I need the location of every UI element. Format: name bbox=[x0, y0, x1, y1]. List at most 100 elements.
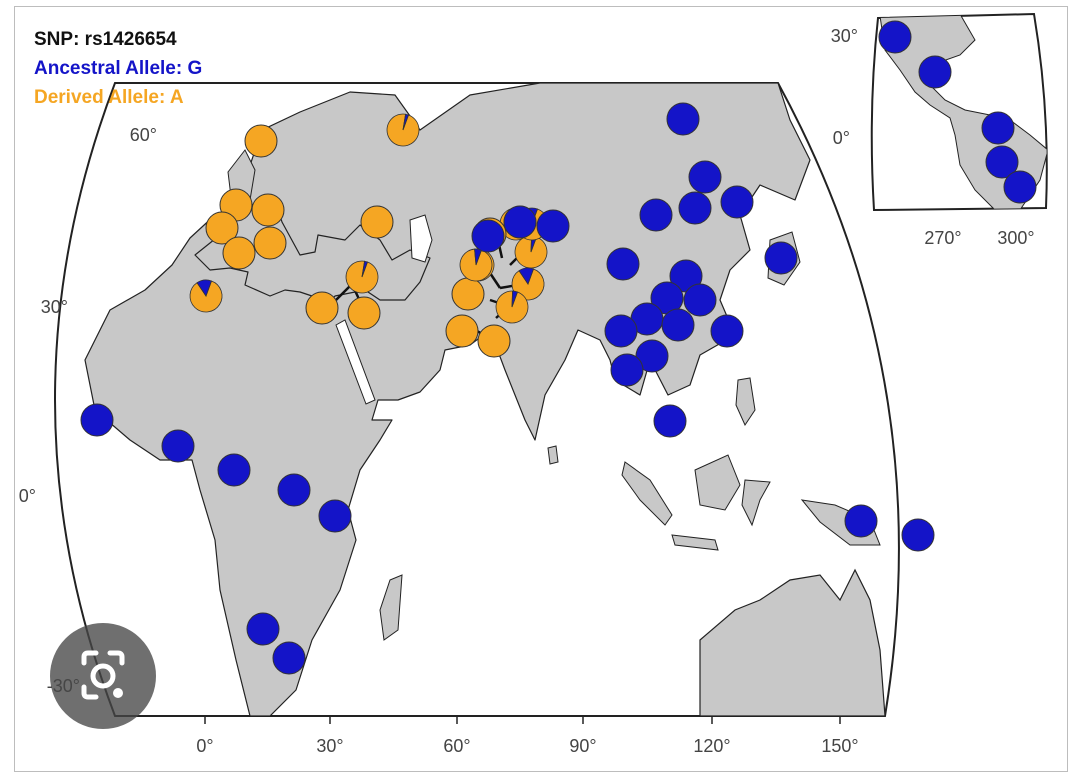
pie-ancestral-full bbox=[981, 111, 1015, 145]
population-pie-africa bbox=[277, 473, 311, 507]
population-pie-east-asia bbox=[610, 353, 644, 387]
population-pie-oceania bbox=[901, 518, 935, 552]
pie-ancestral-full bbox=[844, 504, 878, 538]
population-pie-europe bbox=[244, 124, 278, 158]
legend-derived: Derived Allele: A bbox=[34, 87, 184, 108]
population-pie-europe bbox=[386, 113, 420, 147]
inset-lon-label-270: 270° bbox=[924, 228, 961, 248]
population-pie-central-south-asia bbox=[451, 277, 485, 311]
pie-ancestral-full bbox=[217, 453, 251, 487]
pie-derived-full bbox=[305, 291, 339, 325]
pie-slice-ancestral bbox=[518, 267, 534, 285]
population-pie-east-asia bbox=[666, 102, 700, 136]
pie-ancestral-full bbox=[536, 209, 570, 243]
population-pie-east-asia bbox=[678, 191, 712, 225]
pie-ancestral-full bbox=[277, 473, 311, 507]
population-pie-east-asia bbox=[536, 209, 570, 243]
population-pie-central-south-asia bbox=[511, 267, 545, 301]
inset-lat-label-30: 30° bbox=[831, 26, 858, 46]
population-pie-middle-east bbox=[345, 260, 379, 294]
pie-slice-ancestral bbox=[511, 290, 518, 308]
population-pie-africa bbox=[161, 429, 195, 463]
pie-ancestral-full bbox=[985, 145, 1019, 179]
pie-ancestral-full bbox=[688, 160, 722, 194]
pie-ancestral-full bbox=[635, 339, 669, 373]
lon-label-150: 150° bbox=[821, 736, 858, 756]
pie-ancestral-full bbox=[764, 241, 798, 275]
lon-label-60: 60° bbox=[443, 736, 470, 756]
pie-slice-ancestral bbox=[402, 113, 409, 131]
population-pie-central-south-asia bbox=[477, 324, 511, 358]
tick-marks bbox=[204, 716, 841, 724]
population-pie-east-asia bbox=[764, 241, 798, 275]
lat-label-0: 0° bbox=[19, 486, 36, 506]
population-pie-europe bbox=[222, 236, 256, 270]
pie-derived-full bbox=[360, 205, 394, 239]
population-pie-europe bbox=[305, 291, 339, 325]
population-pie-europe bbox=[253, 226, 287, 260]
pie-slice-ancestral bbox=[361, 260, 368, 278]
pie-slice-derived bbox=[495, 290, 529, 324]
pie-ancestral-full bbox=[604, 314, 638, 348]
pie-derived-full bbox=[477, 324, 511, 358]
population-pie-europe bbox=[205, 211, 239, 245]
population-pie-africa bbox=[272, 641, 306, 675]
population-pie-east-asia bbox=[710, 314, 744, 348]
australia bbox=[699, 568, 886, 716]
pie-ancestral-full bbox=[610, 353, 644, 387]
population-pie-americas bbox=[981, 111, 1015, 145]
lon-label-120: 120° bbox=[693, 736, 730, 756]
population-pie-africa bbox=[217, 453, 251, 487]
google-lens-button[interactable] bbox=[50, 623, 156, 729]
pie-ancestral-full bbox=[318, 499, 352, 533]
pie-ancestral-full bbox=[161, 429, 195, 463]
population-pie-europe bbox=[360, 205, 394, 239]
pie-ancestral-full bbox=[683, 283, 717, 317]
population-pie-central-south-asia bbox=[514, 235, 548, 269]
population-pie-africa bbox=[246, 612, 280, 646]
lens-camera-icon bbox=[81, 650, 125, 700]
sri-lanka bbox=[547, 445, 559, 465]
population-pie-central-south-asia bbox=[445, 314, 479, 348]
inset-lon-label-300: 300° bbox=[997, 228, 1034, 248]
pie-ancestral-full bbox=[503, 205, 537, 239]
pie-ancestral-full bbox=[80, 403, 114, 437]
pie-ancestral-full bbox=[653, 404, 687, 438]
legend-snp: SNP: rs1426654 bbox=[34, 29, 177, 50]
lat-label-30: 30° bbox=[41, 297, 68, 317]
population-pie-east-asia bbox=[503, 205, 537, 239]
legend-ancestral: Ancestral Allele: G bbox=[34, 58, 203, 79]
population-pie-east-asia bbox=[683, 283, 717, 317]
inset-lat-label-0: 0° bbox=[833, 128, 850, 148]
population-pie-americas bbox=[985, 145, 1019, 179]
pie-slice-ancestral bbox=[196, 279, 212, 297]
population-pie-markers bbox=[80, 20, 1037, 675]
pie-derived-full bbox=[451, 277, 485, 311]
pie-ancestral-full bbox=[639, 198, 673, 232]
population-pie-central-south-asia bbox=[459, 248, 493, 282]
red-sea bbox=[335, 319, 376, 405]
caspian-sea bbox=[409, 214, 433, 263]
population-pie-africa bbox=[318, 499, 352, 533]
pie-ancestral-full bbox=[246, 612, 280, 646]
pie-derived-full bbox=[244, 124, 278, 158]
sulawesi bbox=[741, 479, 771, 527]
lon-label-0: 0° bbox=[196, 736, 213, 756]
pie-ancestral-full bbox=[606, 247, 640, 281]
population-pie-east-asia bbox=[606, 247, 640, 281]
pie-ancestral-full bbox=[720, 185, 754, 219]
population-pie-east-asia bbox=[653, 404, 687, 438]
pie-derived-full bbox=[445, 314, 479, 348]
population-pie-east-asia bbox=[604, 314, 638, 348]
population-pie-africa bbox=[80, 403, 114, 437]
lon-label-90: 90° bbox=[569, 736, 596, 756]
population-pie-east-asia bbox=[661, 308, 695, 342]
population-pie-east-asia bbox=[639, 198, 673, 232]
population-pie-east-asia bbox=[635, 339, 669, 373]
borneo bbox=[694, 454, 741, 511]
sumatra bbox=[621, 461, 673, 526]
pie-derived-full bbox=[347, 296, 381, 330]
population-pie-oceania bbox=[844, 504, 878, 538]
pie-derived-full bbox=[222, 236, 256, 270]
